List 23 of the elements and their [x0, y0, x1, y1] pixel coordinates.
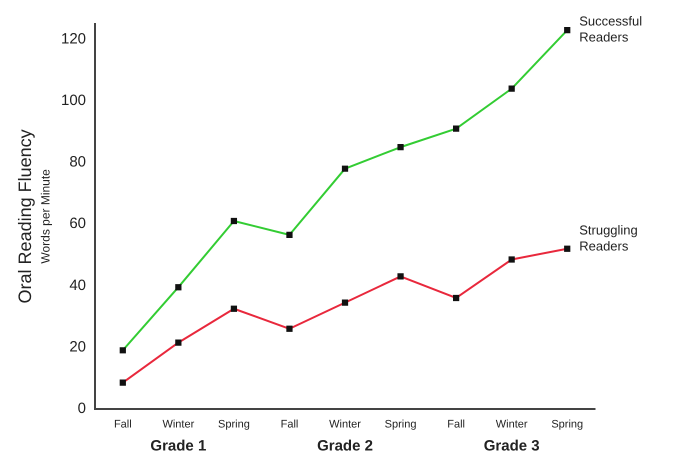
y-tick-label: 60 — [69, 215, 86, 232]
x-tick-label: Fall — [114, 418, 132, 430]
series-label: Successful Readers — [579, 14, 642, 45]
y-tick-label: 20 — [69, 338, 86, 356]
x-tick-label: Spring — [551, 418, 584, 430]
x-tick-label: Fall — [447, 418, 465, 430]
x-tick-label: Fall — [280, 418, 298, 430]
x-tick-label: Winter — [162, 418, 195, 430]
y-tick-label: 100 — [60, 92, 86, 110]
x-tick-label: Spring — [218, 418, 250, 430]
y-tick-label: 120 — [60, 30, 86, 48]
x-tick-label: Winter — [329, 418, 362, 430]
text: Grade 2 — [317, 437, 373, 454]
x-tick-label: Spring — [384, 418, 416, 430]
y-tick-label: 40 — [69, 276, 86, 294]
y-tick-label: 80 — [69, 154, 86, 171]
series-label: Struggling Readers — [579, 222, 638, 254]
text: Grade 3 — [484, 437, 540, 454]
y-axis-title: Oral Reading Fluency — [14, 129, 35, 304]
y-tick-label: 0 — [78, 400, 86, 417]
text: Words per Minute — [38, 168, 52, 264]
x-tick-label: Winter — [496, 418, 528, 430]
text: Grade 1 — [150, 437, 206, 454]
